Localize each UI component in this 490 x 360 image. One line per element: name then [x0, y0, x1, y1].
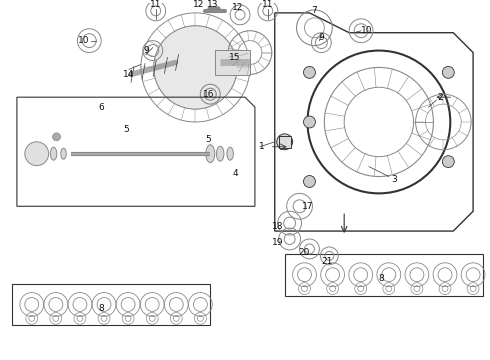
Text: 9: 9	[143, 46, 148, 55]
Circle shape	[442, 156, 454, 168]
Bar	[215, 50, 250, 75]
Text: 19: 19	[272, 238, 284, 247]
Text: 9: 9	[318, 33, 324, 42]
Text: 7: 7	[312, 6, 318, 15]
Text: 6: 6	[98, 103, 104, 112]
Text: 2: 2	[438, 93, 443, 102]
Text: 15: 15	[229, 53, 241, 62]
Circle shape	[303, 67, 316, 78]
Circle shape	[154, 26, 237, 109]
Text: 11: 11	[150, 0, 162, 9]
Circle shape	[52, 133, 61, 141]
Ellipse shape	[217, 146, 224, 161]
Circle shape	[303, 116, 316, 128]
Text: 17: 17	[302, 202, 313, 211]
Text: 3: 3	[391, 175, 396, 184]
Ellipse shape	[206, 145, 215, 163]
Text: 16: 16	[202, 90, 214, 99]
Circle shape	[303, 176, 316, 188]
Text: 12: 12	[232, 3, 244, 12]
Ellipse shape	[61, 148, 66, 159]
Text: 10: 10	[361, 26, 373, 35]
Circle shape	[277, 134, 293, 150]
Ellipse shape	[40, 146, 48, 162]
Text: 5: 5	[123, 125, 129, 134]
Bar	[279, 136, 291, 148]
Text: 13: 13	[206, 0, 218, 9]
Text: 1: 1	[259, 142, 265, 151]
Text: 21: 21	[321, 257, 333, 266]
Text: 8: 8	[378, 274, 384, 283]
Circle shape	[442, 67, 454, 78]
Circle shape	[25, 142, 49, 166]
Text: 5: 5	[205, 135, 211, 144]
Text: 14: 14	[123, 70, 135, 79]
Text: 10: 10	[77, 36, 89, 45]
Text: 20: 20	[299, 248, 310, 257]
Text: 4: 4	[232, 169, 238, 178]
Ellipse shape	[227, 147, 233, 160]
Text: 12: 12	[193, 0, 204, 9]
Text: 11: 11	[262, 0, 273, 9]
Text: 18: 18	[272, 222, 284, 231]
Ellipse shape	[50, 147, 57, 160]
Text: 8: 8	[98, 304, 104, 313]
